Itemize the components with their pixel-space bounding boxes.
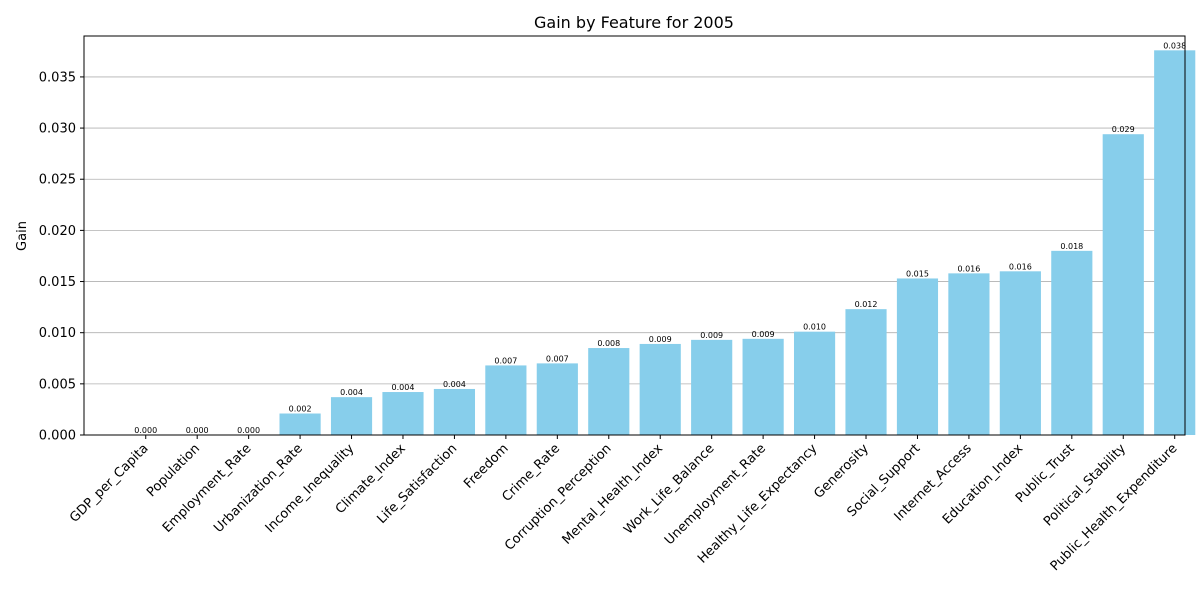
y-tick-label: 0.015 — [39, 275, 76, 290]
x-tick-label: Corruption_Perception — [502, 441, 615, 554]
x-axis-ticks: GDP_per_CapitaPopulationEmployment_RateU… — [67, 435, 1181, 574]
bar-value-label: 0.016 — [1009, 262, 1032, 271]
bar — [433, 388, 476, 435]
bar — [948, 273, 990, 435]
bar — [691, 339, 733, 435]
bar-value-label: 0.002 — [289, 405, 312, 414]
bar — [536, 363, 578, 435]
y-tick-label: 0.035 — [39, 70, 76, 85]
bar-value-label: 0.018 — [1060, 242, 1083, 251]
bar-value-label: 0.004 — [340, 388, 363, 397]
y-tick-label: 0.010 — [39, 326, 76, 341]
y-tick-label: 0.030 — [39, 122, 76, 137]
bar — [793, 331, 836, 435]
bar — [588, 348, 630, 435]
bar — [1154, 50, 1196, 435]
bar — [382, 392, 424, 435]
bar-value-label: 0.004 — [392, 383, 415, 392]
bar-value-label: 0.009 — [649, 335, 672, 344]
bar — [330, 397, 373, 435]
bar-value-label: 0.012 — [855, 300, 878, 309]
bar-value-label: 0.009 — [752, 330, 775, 339]
bar — [279, 413, 321, 435]
bar — [639, 343, 681, 435]
bar-value-label: 0.007 — [494, 356, 517, 365]
bar-value-label: 0.016 — [957, 264, 980, 273]
bar-value-label: 0.000 — [237, 426, 260, 435]
bar-value-label: 0.000 — [134, 426, 157, 435]
bar — [742, 338, 784, 435]
x-tick-label: Urbanization_Rate — [211, 441, 306, 536]
bar-value-label: 0.000 — [186, 426, 209, 435]
x-tick-label: Mental_Health_Index — [560, 441, 667, 548]
y-axis-label: Gain — [15, 221, 30, 251]
chart-title: Gain by Feature for 2005 — [534, 13, 734, 32]
bar-value-label: 0.004 — [443, 380, 466, 389]
bars-layer — [279, 50, 1196, 435]
bar — [1051, 250, 1093, 435]
bar-value-label: 0.038 — [1163, 41, 1186, 50]
y-tick-label: 0.000 — [39, 429, 76, 444]
x-tick-label: Freedom — [461, 441, 512, 492]
bar — [845, 309, 887, 435]
x-tick-label: Unemployment_Rate — [662, 441, 769, 548]
x-tick-label: Employment_Rate — [160, 441, 255, 536]
plot-area-frame — [83, 35, 1186, 436]
x-tick-label: Work_Life_Balance — [621, 441, 717, 537]
bar-value-labels: 0.000 0.000 0.000 0.002 0.004 0.004 0.004 0.007… — [134, 41, 1186, 435]
bar-value-label: 0.007 — [546, 354, 569, 363]
y-tick-label: 0.025 — [39, 173, 76, 188]
bar — [1102, 134, 1144, 435]
bar-value-label: 0.009 — [700, 331, 723, 340]
bar — [999, 271, 1041, 435]
y-axis-ticks: 0.000 0.005 0.010 0.015 0.020 0.025 0.030 0.035 — [39, 70, 84, 444]
y-tick-label: 0.020 — [39, 224, 76, 239]
bar — [485, 365, 527, 435]
x-tick-label: Income_Inequality — [263, 441, 358, 536]
bar-value-label: 0.008 — [597, 339, 620, 348]
bar-value-label: 0.029 — [1112, 125, 1135, 134]
x-tick-label: GDP_per_Capita — [67, 441, 151, 525]
y-tick-label: 0.005 — [39, 377, 76, 392]
bar-value-label: 0.010 — [803, 323, 826, 332]
grid-layer — [84, 76, 1185, 436]
bar-value-label: 0.015 — [906, 269, 929, 278]
bar — [896, 278, 939, 435]
